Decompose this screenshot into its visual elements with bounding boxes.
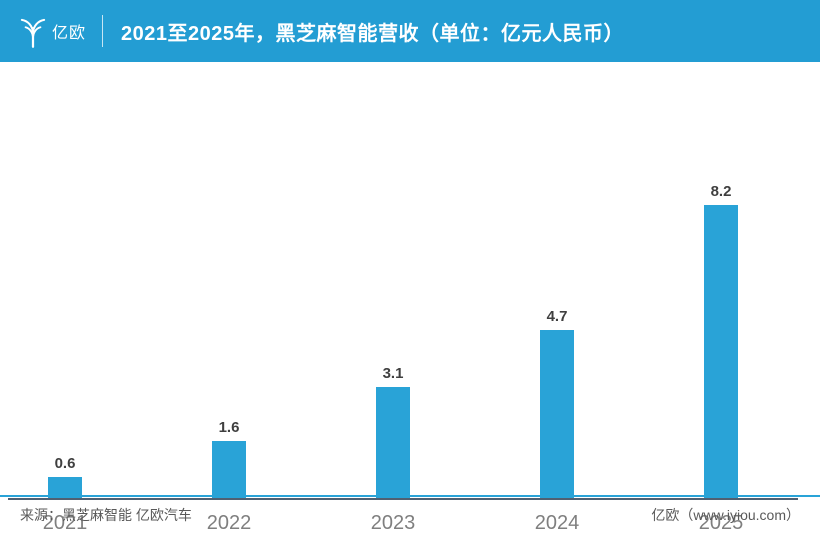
- source-text: 来源：黑芝麻智能 亿欧汽车: [20, 507, 192, 523]
- x-axis-tick-label: 2025: [698, 512, 744, 533]
- bar-value-label: 8.2: [710, 183, 732, 200]
- x-axis-tick-label: 2023: [370, 512, 416, 533]
- chart-title: 2021至2025年，黑芝麻智能营收（单位：亿元人民币）: [121, 22, 624, 45]
- bar-value-label: 4.7: [546, 308, 568, 326]
- bar: [212, 440, 246, 498]
- iyiou-logo-icon: [20, 14, 46, 48]
- x-axis-tick-label: 2024: [534, 512, 580, 533]
- site-text: 亿欧（www.iyiou.com）: [651, 507, 800, 523]
- bar: [540, 330, 574, 498]
- iyiou-logo-text: 亿欧: [52, 25, 87, 42]
- bar-value-label: 1.6: [218, 418, 240, 436]
- bar: [704, 205, 738, 498]
- bar-column: 1.6 2022: [159, 62, 299, 533]
- footer-divider-line: [0, 495, 820, 497]
- bar-column: 8.2 2025: [651, 62, 791, 533]
- bar-column: 0.6 2021: [0, 62, 135, 533]
- iyiou-logo: 亿欧: [20, 14, 86, 48]
- bar-value-label: 0.6: [54, 454, 76, 472]
- x-axis-tick-label: 2021: [42, 512, 88, 533]
- bar-chart: 0.6 2021 1.6 2022 3.1 2023 4.7 2024 8.2 2025: [0, 62, 820, 533]
- header-banner: 亿欧 2021至2025年，黑芝麻智能营收（单位：亿元人民币）: [0, 0, 820, 62]
- x-axis-tick-label: 2022: [206, 512, 252, 533]
- header-divider: [102, 15, 104, 47]
- bar-value-label: 3.1: [382, 365, 404, 383]
- bar-column: 4.7 2024: [487, 62, 627, 533]
- bar: [48, 476, 82, 498]
- bar-column: 3.1 2023: [323, 62, 463, 533]
- bar: [376, 387, 410, 498]
- x-axis-line: [8, 498, 798, 500]
